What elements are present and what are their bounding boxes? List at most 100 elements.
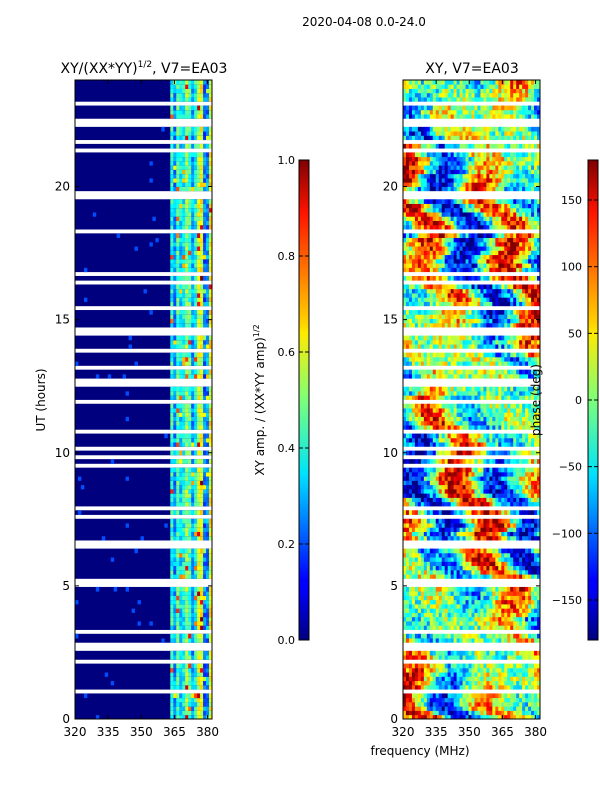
phase-cell bbox=[495, 638, 499, 643]
phase-cell bbox=[403, 386, 407, 392]
amplitude-cell bbox=[173, 216, 177, 221]
amplitude-cell bbox=[179, 314, 183, 319]
phase-cell bbox=[522, 625, 526, 630]
amplitude-row bbox=[75, 557, 212, 562]
phase-cell bbox=[471, 608, 475, 613]
amplitude-cell bbox=[188, 437, 192, 443]
phase-cell bbox=[492, 586, 496, 592]
phase-cell bbox=[480, 591, 484, 596]
phase-cell bbox=[498, 471, 502, 477]
amplitude-cell bbox=[194, 574, 198, 579]
amplitude-cell bbox=[200, 548, 204, 554]
amplitude-cell bbox=[176, 680, 180, 686]
phase-cell bbox=[501, 535, 505, 541]
amplitude-cell bbox=[179, 527, 183, 532]
phase-cell bbox=[468, 667, 472, 673]
phase-cell bbox=[510, 408, 514, 413]
phase-cell bbox=[522, 420, 526, 426]
amplitude-row bbox=[75, 420, 212, 426]
amplitude-cell bbox=[188, 258, 192, 264]
phase-cell bbox=[507, 437, 511, 443]
amplitude-cell bbox=[185, 233, 189, 239]
phase-cell bbox=[516, 548, 520, 554]
phase-cell bbox=[471, 484, 475, 490]
phase-cell bbox=[462, 476, 466, 481]
amplitude-cell bbox=[191, 488, 195, 494]
amplitude-row bbox=[75, 80, 212, 85]
phase-cell bbox=[429, 352, 434, 358]
phase-cell bbox=[501, 518, 505, 524]
amplitude-cell bbox=[197, 565, 201, 571]
phase-cell bbox=[537, 591, 541, 596]
phase-cell bbox=[441, 625, 446, 630]
phase-cell bbox=[423, 710, 428, 716]
phase-cell bbox=[420, 693, 425, 699]
amplitude-cell bbox=[179, 595, 183, 601]
phase-cell bbox=[426, 697, 431, 703]
amplitude-cell bbox=[191, 518, 195, 524]
amplitude-cell bbox=[173, 561, 177, 567]
phase-cell bbox=[405, 557, 410, 562]
phase-cell bbox=[435, 638, 440, 643]
phase-cell bbox=[486, 650, 490, 656]
amplitude-cell bbox=[185, 373, 189, 379]
amplitude-cell bbox=[206, 616, 210, 622]
phase-cell bbox=[528, 493, 532, 498]
phase-cell bbox=[519, 425, 523, 430]
amplitude-cell bbox=[206, 574, 210, 579]
amplitude-cell bbox=[209, 182, 213, 187]
phase-cell bbox=[435, 616, 440, 622]
amplitude-cell bbox=[209, 267, 213, 273]
amplitude-cell bbox=[191, 412, 195, 417]
amplitude-cell bbox=[191, 442, 195, 447]
phase-cell bbox=[468, 603, 472, 609]
phase-cell bbox=[408, 527, 413, 532]
amplitude-cell bbox=[200, 484, 204, 490]
amplitude-row bbox=[75, 565, 212, 571]
phase-cell bbox=[450, 701, 455, 707]
amplitude-cell bbox=[185, 706, 189, 711]
phase-cell bbox=[403, 412, 407, 417]
amplitude-cell bbox=[206, 356, 210, 362]
phase-cell bbox=[447, 510, 452, 515]
phase-cell bbox=[423, 408, 428, 413]
phase-cell bbox=[462, 523, 466, 528]
phase-cell bbox=[444, 561, 449, 567]
phase-cell bbox=[414, 663, 419, 669]
amplitude-cell bbox=[182, 603, 186, 609]
phase-cell bbox=[528, 344, 532, 349]
phase-cell bbox=[498, 361, 502, 366]
phase-cell bbox=[486, 638, 490, 643]
phase-cell bbox=[501, 344, 505, 349]
amplitude-cell bbox=[170, 182, 174, 187]
phase-cell bbox=[471, 403, 475, 409]
phase-cell bbox=[477, 518, 481, 524]
phase-cell bbox=[429, 586, 434, 592]
phase-cell bbox=[483, 599, 487, 605]
phase-cell bbox=[435, 450, 440, 456]
phase-cell bbox=[435, 433, 440, 439]
phase-cell bbox=[453, 459, 458, 464]
amplitude-cell bbox=[176, 638, 180, 643]
phase-cell bbox=[501, 706, 505, 711]
phase-cell bbox=[522, 655, 526, 660]
phase-cell bbox=[489, 557, 493, 562]
x-tick-label: 380 bbox=[196, 725, 219, 739]
phase-cell bbox=[519, 548, 523, 554]
amplitude-panel-title: XY/(XX*YY)1/2, V7=EA03 bbox=[61, 60, 228, 77]
amplitude-cell bbox=[209, 527, 213, 532]
amplitude-cell bbox=[203, 655, 207, 660]
phase-cell bbox=[501, 710, 505, 716]
phase-cell bbox=[441, 706, 446, 711]
phase-cell bbox=[450, 684, 455, 690]
phase-cell bbox=[525, 408, 529, 413]
amplitude-cell bbox=[140, 535, 144, 541]
phase-cell bbox=[462, 510, 466, 515]
phase-cell bbox=[441, 386, 446, 392]
amplitude-cell bbox=[176, 412, 180, 417]
phase-cell bbox=[513, 493, 517, 498]
amplitude-cell bbox=[188, 621, 192, 626]
phase-cell bbox=[438, 612, 443, 618]
phase-cell bbox=[441, 672, 446, 677]
